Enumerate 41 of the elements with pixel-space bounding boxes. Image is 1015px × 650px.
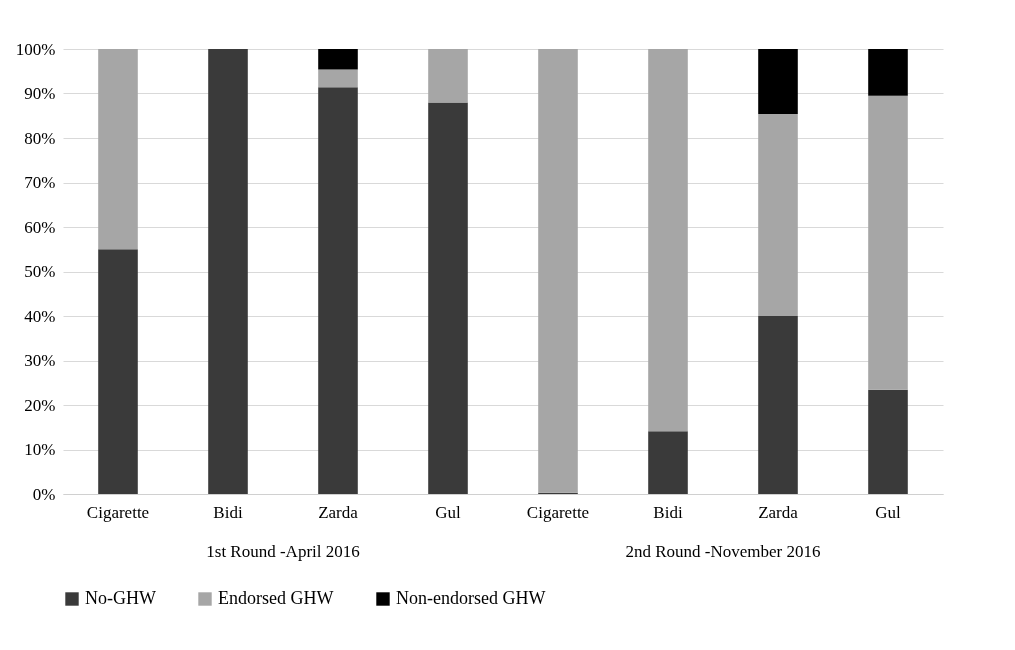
- x-tick-label: Bidi: [213, 502, 243, 522]
- bar: [318, 87, 358, 494]
- bar: [758, 113, 798, 316]
- bar: [648, 49, 688, 432]
- legend-label: No-GHW: [85, 588, 156, 608]
- bar: [758, 49, 798, 114]
- legend-label: Non-endorsed GHW: [396, 588, 546, 608]
- bar: [868, 95, 908, 390]
- x-tick-label: Cigarette: [86, 502, 150, 522]
- bar: [428, 49, 468, 103]
- x-tick-label: Zarda: [758, 502, 799, 522]
- y-tick-label: 30%: [24, 351, 56, 370]
- bar: [538, 49, 578, 493]
- bar: [98, 49, 138, 250]
- y-tick-label: 40%: [24, 306, 56, 326]
- y-tick-label: 0%: [32, 484, 56, 504]
- y-tick-label: 90%: [24, 84, 56, 103]
- y-tick-label: 100%: [15, 39, 56, 59]
- x-tick-label: Gul: [875, 502, 902, 522]
- bar: [648, 431, 688, 494]
- legend-label: Endorsed GHW: [218, 588, 334, 608]
- y-tick-label: 50%: [24, 262, 56, 281]
- bar: [318, 69, 358, 88]
- text: 2nd Round -November 2016: [625, 542, 821, 561]
- bar: [98, 249, 138, 494]
- x-tick-label: Bidi: [653, 502, 683, 522]
- x-tick-label: Cigarette: [526, 502, 590, 522]
- text: 1st Round -April 2016: [206, 542, 360, 561]
- y-tick-label: 60%: [24, 217, 56, 237]
- x-tick-label: Zarda: [318, 502, 359, 522]
- bar: [758, 316, 798, 494]
- y-tick-label: 20%: [24, 395, 56, 415]
- bar: [318, 49, 358, 70]
- x-tick-label: Gul: [435, 502, 462, 522]
- bar: [208, 49, 248, 494]
- bar: [868, 389, 908, 494]
- y-tick-label: 80%: [24, 128, 56, 148]
- bar: [868, 49, 908, 96]
- y-tick-label: 10%: [24, 440, 56, 459]
- bar: [428, 102, 468, 494]
- y-tick-label: 70%: [24, 173, 56, 192]
